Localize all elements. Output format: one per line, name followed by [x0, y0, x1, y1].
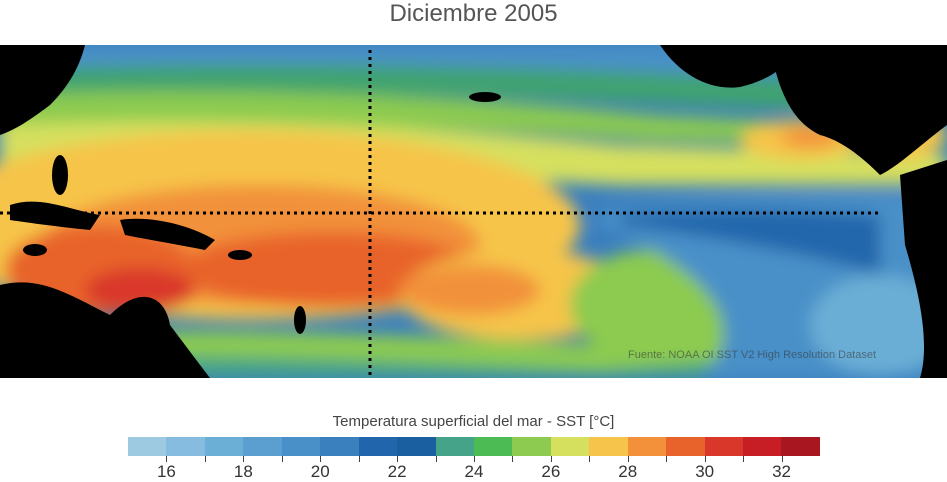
colorbar-tick — [281, 456, 283, 462]
colorbar-tick — [243, 456, 245, 462]
colorbar-title: Temperatura superficial del mar - SST [°… — [332, 413, 615, 430]
colorbar-tick — [358, 456, 360, 462]
colorbar-tick-label: 16 — [156, 462, 176, 481]
colorbar-segment — [204, 437, 244, 456]
colorbar-tick — [320, 456, 322, 462]
colorbar-tick-label: 20 — [310, 462, 330, 481]
land-masses — [0, 45, 947, 378]
colorbar-tick-label: 26 — [541, 462, 561, 481]
land-philippines — [52, 155, 68, 195]
land-north-america — [660, 45, 800, 88]
colorbar-tick-label: 30 — [695, 462, 715, 481]
colorbar-tick-label: 18 — [233, 462, 253, 481]
colorbar-tick — [166, 456, 168, 462]
colorbar-tick — [397, 456, 399, 462]
colorbar-tick — [474, 456, 475, 462]
colorbar-segment — [627, 437, 667, 456]
land-central-america — [770, 45, 947, 175]
source-credit: Fuente: NOAA OI SST V2 High Resolution D… — [628, 349, 877, 361]
colorbar-segment — [704, 437, 743, 456]
land-indonesia — [10, 201, 100, 230]
colorbar-segment — [512, 437, 551, 456]
land-new-guinea — [120, 218, 215, 250]
land-asia — [0, 45, 85, 135]
colorbar-segment — [128, 437, 167, 456]
colorbar-segment — [589, 437, 628, 456]
colorbar-tick — [666, 456, 668, 462]
colorbar-segment — [281, 437, 321, 456]
colorbar-segment — [435, 437, 474, 456]
colorbar-segment — [358, 437, 398, 456]
colorbar-tick-labels: 16 18 20 22 24 26 28 30 32 — [128, 462, 820, 481]
colorbar-tick — [550, 456, 552, 462]
land-south-america — [900, 160, 947, 378]
colorbar-ticks — [128, 456, 820, 462]
colorbar-segment — [743, 437, 782, 456]
colorbar-segment — [243, 437, 282, 456]
colorbar-tick-label: 28 — [618, 462, 638, 481]
colorbar-tick — [589, 456, 591, 462]
colorbar-segment — [166, 437, 205, 456]
colorbar-segment — [666, 437, 705, 456]
colorbar-tick — [204, 456, 206, 462]
colorbar-segment — [320, 437, 359, 456]
colorbar-tick — [627, 456, 629, 462]
chart-title: Diciembre 2005 — [389, 0, 558, 27]
colorbar-tick — [512, 456, 514, 462]
colorbar-tick — [435, 456, 437, 462]
colorbar-tick-label: 24 — [464, 462, 484, 481]
colorbar-tick — [781, 456, 783, 462]
colorbar-tick-label: 32 — [772, 462, 791, 481]
colorbar-segment — [473, 437, 513, 456]
colorbar-tick — [704, 456, 706, 462]
sst-map — [0, 45, 947, 378]
colorbar-segment — [781, 437, 820, 456]
colorbar-tick — [743, 456, 745, 462]
colorbar-segment — [397, 437, 436, 456]
colorbar-tick-label: 22 — [387, 462, 407, 481]
colorbar-segment — [550, 437, 590, 456]
colorbar — [128, 437, 820, 456]
